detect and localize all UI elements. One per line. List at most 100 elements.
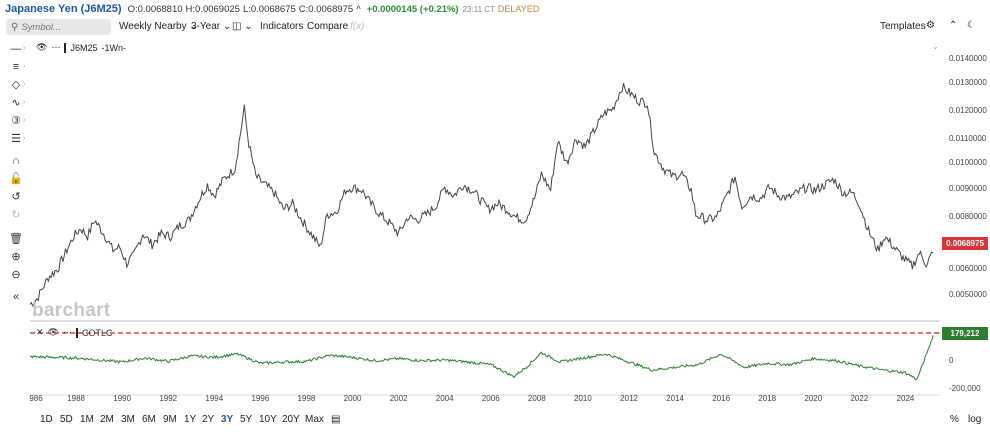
function-button[interactable]: f(x) xyxy=(350,21,365,32)
time-tick: 1990 xyxy=(113,394,132,403)
more-icon[interactable]: ⋯ xyxy=(62,327,72,337)
brush-tool-icon[interactable]: ∿ › xyxy=(11,97,26,109)
eye-icon[interactable]: 👁 xyxy=(47,327,59,337)
quote-bar: Japanese Yen (J6M25) O:0.0068810 H:0.006… xyxy=(0,0,990,18)
range-button-2y[interactable]: 2Y xyxy=(202,414,215,425)
time-tick: 2006 xyxy=(481,394,500,403)
price-tick: 0.0110000 xyxy=(949,134,987,143)
range-button-1m[interactable]: 1M xyxy=(80,414,94,425)
range-button-6m[interactable]: 6M xyxy=(142,414,156,425)
chart-type-dropdown[interactable]: ◫ ⌄ xyxy=(232,21,253,32)
cot-tick: -200,000 xyxy=(949,384,981,393)
chart-toolbar: ⚲ Weekly Nearby ⌄ 3-Year ⌄ ◫ ⌄ Indicator… xyxy=(0,18,990,36)
open-value: O:0.0068810 xyxy=(127,3,183,15)
time-tick: 2024 xyxy=(896,394,915,403)
close-icon[interactable]: ✕ xyxy=(36,327,44,337)
time-tick: 1994 xyxy=(205,394,224,403)
weekly-nearby-label: Weekly Nearby xyxy=(119,21,187,32)
cot-study-name: COTLC xyxy=(81,327,113,338)
zoom-out-icon[interactable]: ⊖ xyxy=(11,269,21,281)
period-dropdown[interactable]: 3-Year ⌄ xyxy=(191,21,231,32)
range-button-2m[interactable]: 2M xyxy=(100,414,114,425)
collapse-icon[interactable]: ⌃ xyxy=(949,20,958,31)
zoom-in-icon[interactable]: ⊕ xyxy=(11,251,21,263)
dark-mode-icon[interactable]: ☾ xyxy=(967,20,976,31)
price-tick: 0.0050000 xyxy=(949,290,987,299)
range-button-20y[interactable]: 20Y xyxy=(282,414,300,425)
chevron-down-icon: ⌄ xyxy=(244,21,253,32)
collapse-sidebar-icon[interactable]: « xyxy=(12,291,20,303)
symbol-name[interactable]: Japanese Yen (J6M25) xyxy=(5,3,122,15)
time-tick: 2016 xyxy=(712,394,731,403)
range-button-9m[interactable]: 9M xyxy=(163,414,177,425)
templates-button[interactable]: Templates xyxy=(880,21,926,32)
range-button-3m[interactable]: 3M xyxy=(121,414,135,425)
range-selector-bar: % log 1D 5D 1M 2M 3M 6M 9M 1Y 2Y 3Y 5Y 10Y 20Y Max ▤ xyxy=(0,410,990,430)
quote-time: 23:11 CT xyxy=(462,4,495,14)
time-tick: 2022 xyxy=(850,394,869,403)
time-tick: 2008 xyxy=(527,394,546,403)
time-tick: 2000 xyxy=(343,394,362,403)
chart-area[interactable] xyxy=(30,38,940,404)
indicators-button[interactable]: Indicators xyxy=(260,21,304,32)
study-symbol: J6M25 xyxy=(70,42,98,53)
redo-icon[interactable]: ↻ xyxy=(11,209,21,221)
candlestick-icon: ◫ xyxy=(232,21,242,32)
time-tick: 2004 xyxy=(435,394,454,403)
range-button-5d[interactable]: 5D xyxy=(60,414,73,425)
line-tools-icon[interactable]: ≡ › xyxy=(12,61,26,73)
high-value: H:0.0069025 xyxy=(185,3,240,15)
calendar-icon[interactable]: ▤ xyxy=(331,414,341,425)
symbol-search[interactable]: ⚲ xyxy=(6,19,111,35)
time-tick: 2014 xyxy=(666,394,684,403)
price-series xyxy=(30,83,934,308)
chevron-down-icon: ⌄ xyxy=(189,21,198,32)
symbol-input[interactable] xyxy=(21,21,102,33)
barchart-watermark: barchart xyxy=(32,300,111,321)
fibonacci-tool-icon[interactable]: ☰ › xyxy=(11,133,26,145)
log-scale-toggle[interactable]: log xyxy=(968,414,982,425)
price-chart[interactable] xyxy=(30,38,940,404)
annotation-tool-icon[interactable]: ③ › xyxy=(11,115,26,127)
time-tick: 2020 xyxy=(804,394,823,403)
compare-button[interactable]: Compare xyxy=(307,21,349,32)
range-button-10y[interactable]: 10Y xyxy=(259,414,277,425)
cot-study-header[interactable]: ✕ 👁 ⋯ COTLC xyxy=(36,327,113,338)
eye-icon[interactable]: 👁 xyxy=(36,42,48,52)
range-button-max[interactable]: Max xyxy=(305,414,324,425)
gear-icon[interactable]: ⚙ xyxy=(926,20,935,31)
change-value: +0.0000145 (+0.21%) xyxy=(366,3,459,15)
time-tick: 2012 xyxy=(620,394,638,403)
crosshair-tool-icon[interactable]: — › xyxy=(10,43,26,55)
magnet-icon[interactable]: ∩ xyxy=(12,155,20,167)
drawing-tools-sidebar: — › ≡ › ◇ › ∿ › ③ › ☰ › ∩ 🔓 ↺ ↻ 🗑 ⊕ ⊖ « xyxy=(0,38,30,308)
range-button-1d[interactable]: 1D xyxy=(40,414,53,425)
price-tick: 0.0140000 xyxy=(949,54,987,63)
undo-icon[interactable]: ↺ xyxy=(11,191,21,203)
time-tick: 1988 xyxy=(67,394,85,403)
range-button-5y[interactable]: 5Y xyxy=(240,414,253,425)
cot-tick: 0 xyxy=(949,356,954,365)
price-tick: 0.0130000 xyxy=(949,78,987,87)
price-tick: 0.0100000 xyxy=(949,158,987,167)
price-tick: 0.0120000 xyxy=(949,106,987,115)
range-button-1y[interactable]: 1Y xyxy=(184,414,197,425)
time-tick: 2018 xyxy=(758,394,777,403)
time-axis[interactable]: 986 1988 1990 1992 1994 1996 1998 2000 2002 2004 2… xyxy=(29,394,940,406)
range-button-3y[interactable]: 3Y xyxy=(221,414,234,425)
price-axis[interactable]: 0.0140000 0.0130000 0.0120000 0.0110000 … xyxy=(940,38,990,404)
weekly-nearby-dropdown[interactable]: Weekly Nearby ⌄ xyxy=(119,21,198,32)
more-icon[interactable]: ⋯ xyxy=(51,42,61,52)
price-study-header[interactable]: 👁 ⋯ J6M25 -1Wn- xyxy=(36,42,126,53)
study-interval: -1Wn- xyxy=(101,42,126,53)
time-tick: 1992 xyxy=(159,394,178,403)
close-value: C:0.0068975 xyxy=(298,3,354,15)
series-color-swatch xyxy=(64,42,67,53)
shapes-tool-icon[interactable]: ◇ › xyxy=(11,79,26,91)
change-arrow-icon: ^ xyxy=(356,3,361,15)
lock-icon[interactable]: 🔓 xyxy=(9,173,23,185)
pane-menu-icon[interactable]: ⌄ xyxy=(932,42,939,51)
last-price-badge: 0.0068975 xyxy=(942,237,988,250)
trash-icon[interactable]: 🗑 xyxy=(9,233,23,245)
percent-scale-toggle[interactable]: % xyxy=(950,414,959,425)
